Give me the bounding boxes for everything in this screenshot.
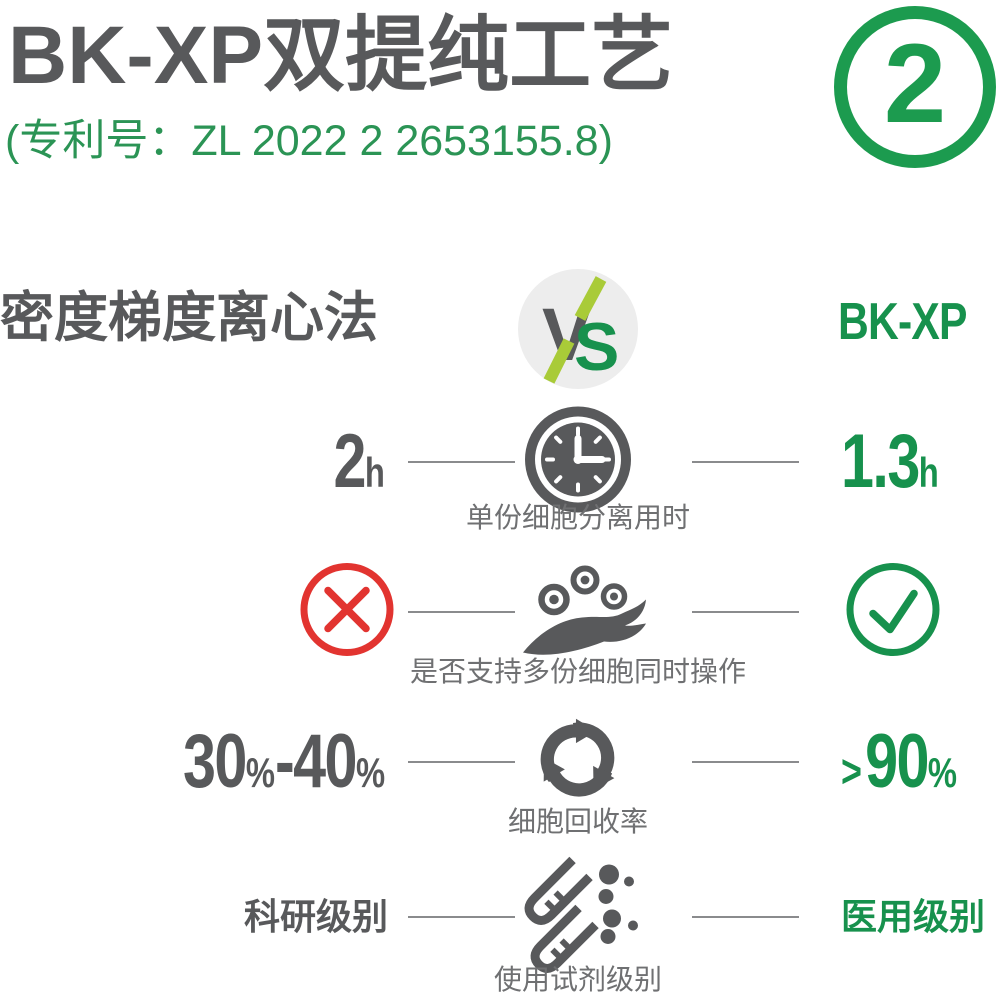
- left-method-title: 密度梯度离心法: [0, 288, 378, 348]
- metric-caption: 单份细胞分离用时: [465, 502, 691, 533]
- connector-line: [692, 761, 799, 763]
- left-recovery-unit: %: [245, 749, 275, 796]
- badge-number: 2: [883, 21, 947, 146]
- left-value-recovery: 30% -40%: [126, 724, 385, 800]
- right-grade-text: 医用级别: [841, 896, 986, 937]
- page-title: BK-XP双提纯工艺: [8, 10, 674, 101]
- right-recovery-prefix: >: [841, 745, 862, 797]
- connector-line: [692, 461, 799, 463]
- test-tubes-icon: [509, 853, 647, 982]
- cross-circle-icon: [299, 562, 395, 663]
- right-time-unit: h: [918, 449, 939, 496]
- metric-caption: 细胞回收率: [507, 806, 649, 837]
- connector-line: [692, 916, 799, 918]
- right-method-title: BK-XP: [838, 293, 967, 351]
- right-value-recovery: >90%: [841, 724, 990, 800]
- comparison-row-reagent: 科研级别: [0, 856, 1000, 995]
- connector-line: [408, 916, 515, 918]
- vs-icon: V S: [518, 269, 638, 389]
- connector-line: [408, 461, 515, 463]
- right-time-number: 1.3: [841, 419, 920, 504]
- right-value-time: 1.3 h: [841, 424, 966, 500]
- right-recovery-number: 90: [865, 719, 929, 804]
- left-value-grade: 科研级别: [244, 899, 388, 935]
- vs-badge-icon: V S: [517, 268, 639, 390]
- comparison-row-multisample: 是否支持多份细胞同时操作: [0, 552, 1000, 687]
- cells-icon: [520, 563, 650, 662]
- recycle-icon: [527, 709, 629, 816]
- clock-icon: [524, 406, 632, 519]
- left-recovery-unit2: %: [355, 749, 385, 796]
- right-value-grade: 医用级别: [841, 899, 985, 935]
- metric-caption: 使用试剂级别: [493, 964, 663, 995]
- left-recovery-number2: -40: [274, 719, 358, 804]
- left-grade-text: 科研级别: [243, 896, 388, 937]
- vs-letter-s: S: [574, 309, 619, 385]
- patent-number: (专利号：ZL 2022 2 2653155.8): [5, 117, 613, 165]
- comparison-row-recovery: 30% -40%: [0, 702, 1000, 837]
- circled-2-badge: 2: [834, 6, 996, 168]
- check-circle-icon: [845, 562, 941, 663]
- connector-line: [692, 611, 799, 613]
- connector-line: [408, 611, 515, 613]
- left-time-number: 2: [333, 419, 367, 504]
- right-recovery-unit: %: [927, 749, 958, 796]
- connector-line: [408, 761, 515, 763]
- metric-caption: 是否支持多份细胞同时操作: [409, 656, 747, 687]
- left-time-unit: h: [364, 449, 385, 496]
- left-recovery-number: 30: [182, 719, 247, 804]
